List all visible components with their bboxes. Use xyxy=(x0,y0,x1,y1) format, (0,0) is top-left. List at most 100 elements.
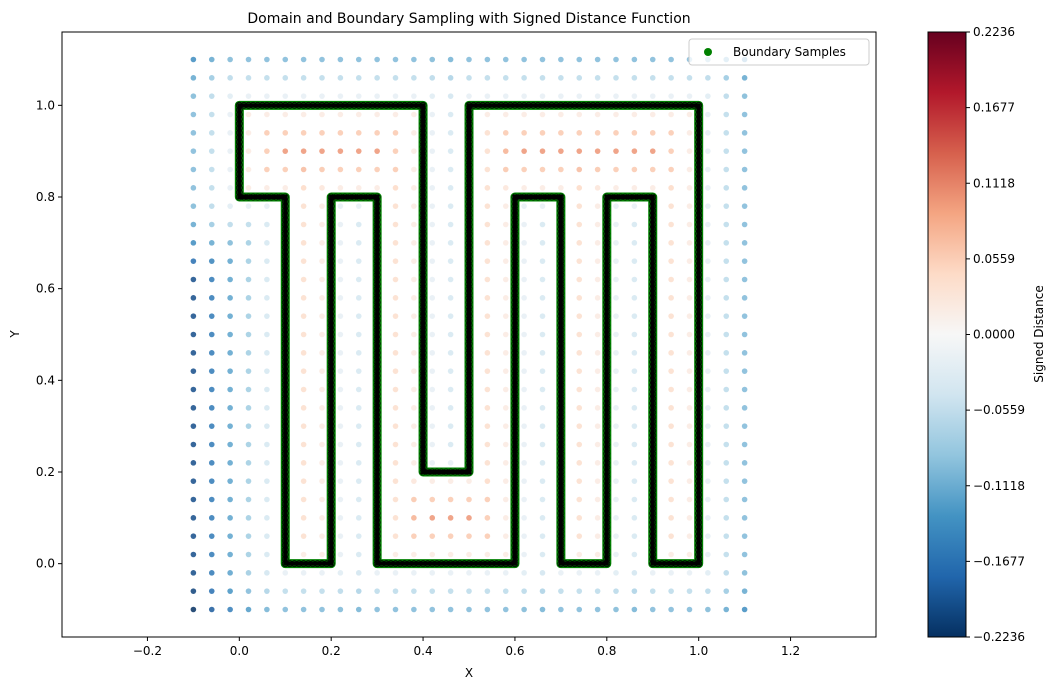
domain-point xyxy=(355,258,362,264)
domain-point xyxy=(594,405,601,411)
domain-point xyxy=(355,75,362,81)
domain-point xyxy=(392,350,399,356)
domain-point xyxy=(502,148,509,154)
domain-point xyxy=(741,551,748,558)
domain-point xyxy=(264,258,270,264)
domain-point xyxy=(723,111,730,118)
x-tick-label: 0.0 xyxy=(230,644,249,658)
colorbar-tick-label: 0.0559 xyxy=(973,252,1015,266)
domain-point xyxy=(300,386,307,393)
domain-point xyxy=(392,111,399,118)
domain-point xyxy=(374,75,380,81)
domain-point xyxy=(668,276,674,283)
domain-point xyxy=(429,368,436,374)
domain-point xyxy=(447,405,454,411)
domain-point xyxy=(208,515,215,521)
domain-point xyxy=(447,185,454,191)
domain-point xyxy=(686,111,693,118)
domain-point xyxy=(686,478,693,484)
domain-point xyxy=(521,460,527,466)
domain-point xyxy=(374,606,380,613)
domain-point xyxy=(613,111,619,118)
domain-point xyxy=(502,166,509,173)
domain-point xyxy=(227,606,233,613)
domain-point xyxy=(668,441,674,448)
domain-point xyxy=(594,185,601,191)
domain-point xyxy=(521,148,527,154)
domain-point xyxy=(631,460,638,466)
domain-point xyxy=(190,331,197,338)
domain-point xyxy=(227,368,233,374)
boundary-outline-black xyxy=(237,103,701,566)
domain-point xyxy=(631,148,638,154)
domain-point xyxy=(208,570,215,576)
domain-point xyxy=(631,515,638,521)
domain-point xyxy=(558,570,564,576)
domain-point xyxy=(502,221,509,228)
domain-point xyxy=(282,56,289,63)
domain-point xyxy=(392,386,399,393)
domain-point xyxy=(558,111,564,118)
domain-point xyxy=(502,405,509,411)
y-tick-label: 0.2 xyxy=(36,465,55,479)
domain-point xyxy=(686,551,693,558)
domain-point xyxy=(374,56,380,63)
domain-point xyxy=(502,350,509,356)
domain-point xyxy=(521,386,527,393)
domain-point xyxy=(208,276,215,283)
domain-point xyxy=(502,185,509,191)
domain-point xyxy=(319,93,325,99)
x-tick-label: 0.6 xyxy=(505,644,524,658)
domain-point xyxy=(613,221,619,228)
domain-point xyxy=(723,588,730,594)
domain-point xyxy=(613,295,619,301)
domain-point xyxy=(668,313,674,319)
domain-point xyxy=(613,350,619,356)
domain-point xyxy=(355,460,362,466)
domain-point xyxy=(521,111,527,118)
domain-point xyxy=(429,185,436,191)
domain-point xyxy=(429,460,436,466)
domain-point xyxy=(282,570,289,576)
domain-point xyxy=(411,606,417,613)
domain-point xyxy=(484,295,491,301)
domain-point xyxy=(337,331,344,338)
domain-point xyxy=(686,258,693,264)
domain-point xyxy=(741,185,748,191)
domain-point xyxy=(208,386,215,393)
domain-point xyxy=(723,368,730,374)
domain-point xyxy=(392,533,399,539)
domain-point xyxy=(300,606,307,613)
domain-point xyxy=(411,460,417,466)
domain-point xyxy=(484,56,491,63)
domain-point xyxy=(539,240,546,246)
domain-point xyxy=(539,130,546,136)
domain-point xyxy=(594,515,601,521)
domain-point xyxy=(429,441,436,448)
domain-point xyxy=(484,166,491,173)
domain-point xyxy=(723,75,730,81)
domain-point xyxy=(723,386,730,393)
domain-point xyxy=(502,75,509,81)
domain-point xyxy=(355,203,362,209)
domain-point xyxy=(484,148,491,154)
domain-point xyxy=(576,496,583,503)
domain-point xyxy=(594,111,601,118)
domain-point xyxy=(374,93,380,99)
domain-point xyxy=(502,93,509,99)
domain-point xyxy=(300,130,307,136)
domain-point xyxy=(208,606,215,613)
domain-point xyxy=(705,221,711,228)
domain-point xyxy=(227,533,233,539)
domain-point xyxy=(668,496,674,503)
domain-point xyxy=(208,185,215,191)
domain-point xyxy=(594,331,601,338)
domain-point xyxy=(741,331,748,338)
domain-point xyxy=(723,148,730,154)
domain-point xyxy=(300,331,307,338)
domain-point xyxy=(411,441,417,448)
domain-point xyxy=(190,221,197,228)
domain-point xyxy=(411,111,417,118)
domain-point xyxy=(337,460,344,466)
